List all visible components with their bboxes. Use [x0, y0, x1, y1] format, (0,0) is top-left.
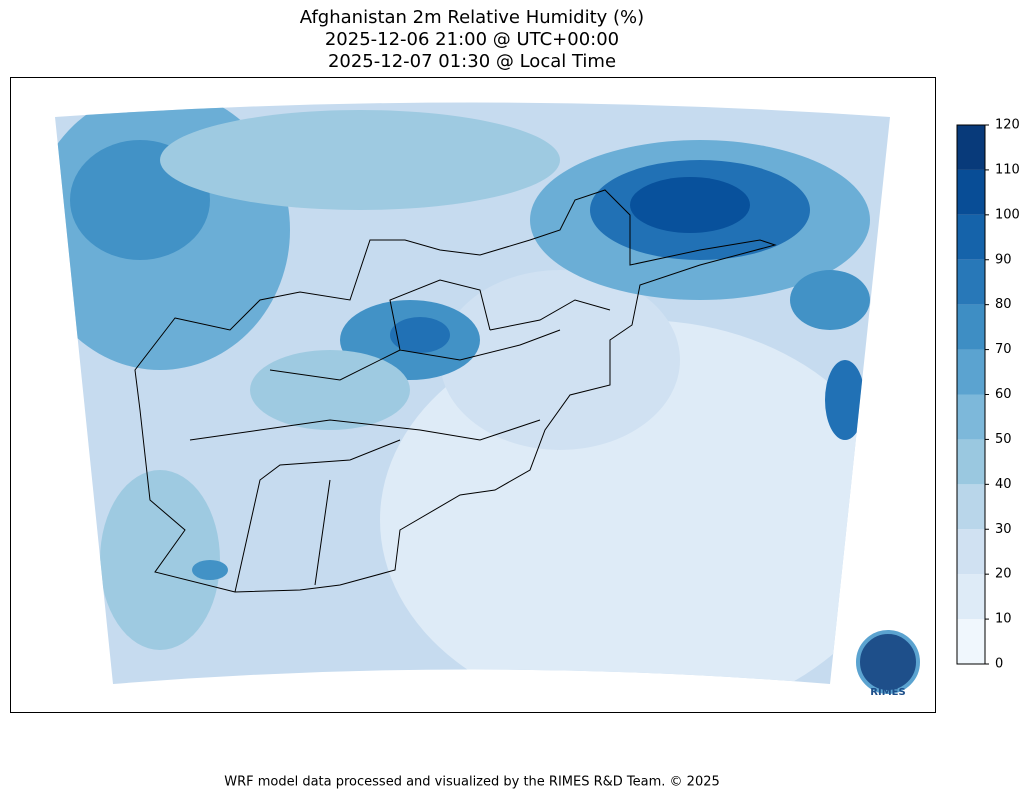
colorbar-bin: [957, 304, 985, 350]
humidity-field: [55, 102, 890, 684]
colorbar-bin: [957, 619, 985, 664]
colorbar-tick-label: 50: [995, 432, 1012, 447]
colorbar-tick-label: 60: [995, 387, 1012, 402]
colorbar-bin: [957, 394, 985, 440]
colorbar-tick-label: 40: [995, 477, 1012, 492]
colorbar-tick-label: 110: [995, 162, 1020, 177]
colorbar-tick-label: 30: [995, 522, 1012, 537]
colorbar-tick-label: 0: [995, 657, 1003, 672]
colorbar-bin: [957, 169, 985, 215]
colorbar: 0 10 20 30 40 50 60 70 80 90 100 110 120: [956, 118, 1020, 672]
province-borders: [189, 279, 611, 593]
colorbar-bin: [957, 349, 985, 395]
colorbar-tick-label: 10: [995, 612, 1012, 627]
logo-text: RIMES: [870, 687, 905, 698]
country-border: [134, 189, 777, 593]
footer: WRF model data processed and visualized …: [224, 775, 720, 790]
colorbar-tick-label: 70: [995, 342, 1012, 357]
title-line: Afghanistan 2m Relative Humidity (%): [300, 7, 644, 28]
colorbar-tick-label: 20: [995, 567, 1012, 582]
colorbar-bin: [957, 529, 985, 575]
colorbar-tick-label: 80: [995, 297, 1012, 312]
colorbar-bin: [957, 484, 985, 530]
colorbar-bin: [957, 125, 985, 170]
colorbar-bin: [957, 574, 985, 620]
title-line: 2025-12-06 21:00 @ UTC+00:00: [325, 29, 619, 50]
rimes-logo: RIMES: [856, 630, 920, 698]
colorbar-bin: [957, 259, 985, 305]
colorbar-tick-label: 120: [995, 118, 1020, 133]
colorbar-tick-label: 90: [995, 252, 1012, 267]
colorbar-bin: [957, 214, 985, 260]
colorbar-bin: [957, 439, 985, 485]
colorbar-tick-label: 100: [995, 207, 1020, 222]
title-line: 2025-12-07 01:30 @ Local Time: [328, 51, 616, 72]
